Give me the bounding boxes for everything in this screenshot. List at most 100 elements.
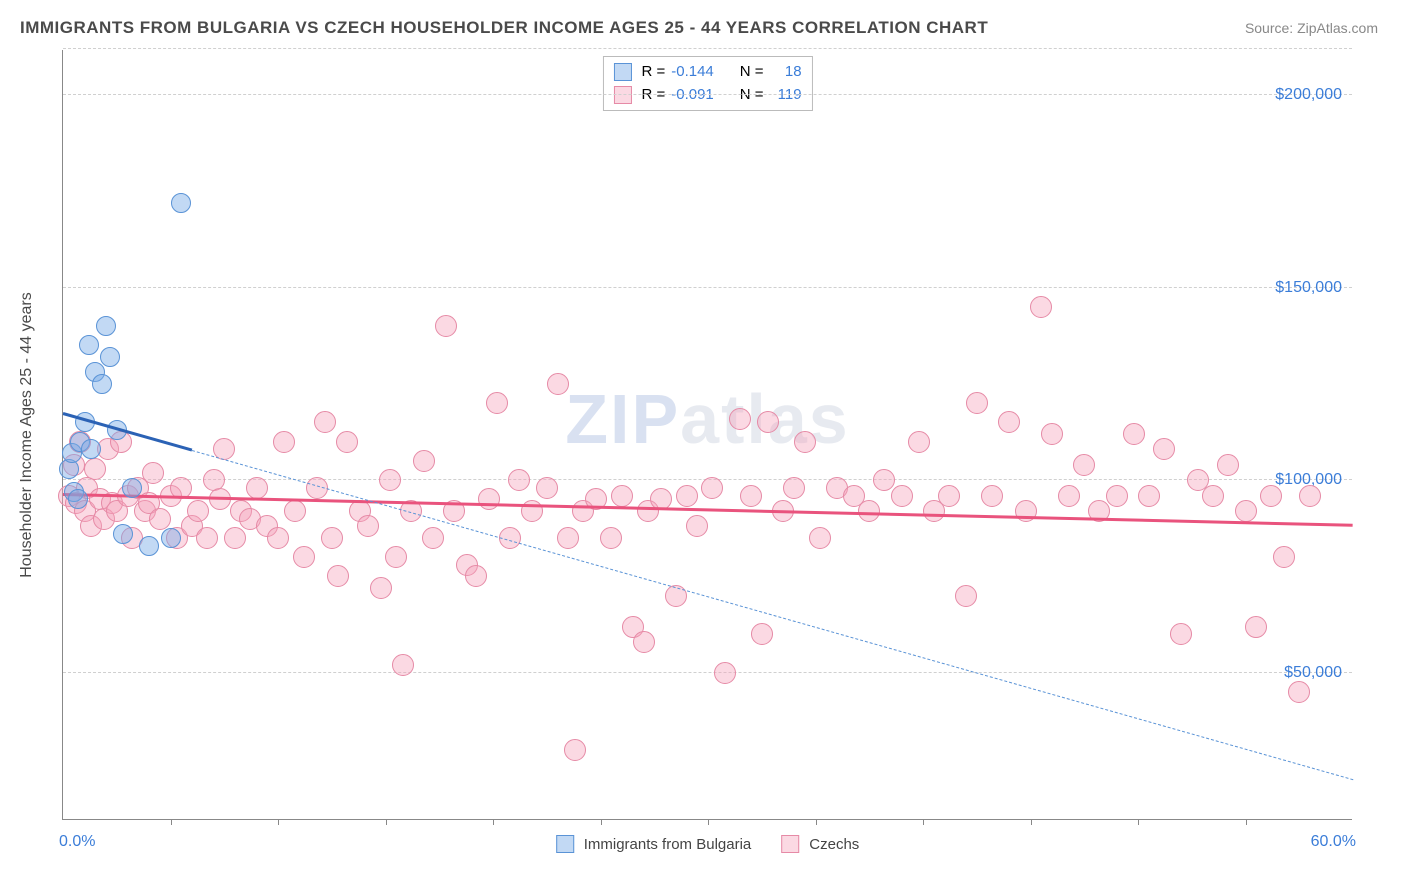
stat-n-label: N = [740, 61, 764, 84]
trend-line-dashed [192, 450, 1353, 780]
scatter-point [486, 392, 508, 414]
legend-label: Czechs [809, 836, 859, 853]
scatter-point [357, 515, 379, 537]
legend-item: Czechs [781, 835, 859, 853]
scatter-point [1058, 485, 1080, 507]
legend-swatch [613, 63, 631, 81]
x-tick [1031, 819, 1032, 825]
scatter-point [413, 450, 435, 472]
scatter-point [1170, 623, 1192, 645]
legend-item: Immigrants from Bulgaria [556, 835, 752, 853]
y-tick-label: $200,000 [1275, 86, 1342, 104]
scatter-point [751, 623, 773, 645]
gridline [63, 94, 1352, 95]
scatter-point [998, 411, 1020, 433]
scatter-point [314, 411, 336, 433]
scatter-point [161, 528, 181, 548]
scatter-point [536, 477, 558, 499]
scatter-point [966, 392, 988, 414]
scatter-point [1106, 485, 1128, 507]
scatter-point [955, 585, 977, 607]
scatter-point [564, 739, 586, 761]
scatter-point [729, 408, 751, 430]
scatter-point [1073, 454, 1095, 476]
scatter-point [79, 335, 99, 355]
gridline [63, 48, 1352, 49]
scatter-point [68, 489, 88, 509]
plot-area: ZIPatlas Householder Income Ages 25 - 44… [62, 50, 1352, 820]
scatter-point [284, 500, 306, 522]
gridline [63, 287, 1352, 288]
scatter-point [938, 485, 960, 507]
scatter-point [81, 439, 101, 459]
scatter-point [370, 577, 392, 599]
scatter-point [224, 527, 246, 549]
x-tick [493, 819, 494, 825]
source-label: Source: ZipAtlas.com [1245, 20, 1378, 36]
scatter-point [600, 527, 622, 549]
scatter-point [1123, 423, 1145, 445]
scatter-point [1153, 438, 1175, 460]
scatter-point [908, 431, 930, 453]
scatter-point [196, 527, 218, 549]
x-tick [601, 819, 602, 825]
x-tick [1246, 819, 1247, 825]
scatter-point [465, 565, 487, 587]
x-tick [923, 819, 924, 825]
scatter-point [1260, 485, 1282, 507]
stats-legend: R = -0.144N = 18R = -0.091N = 119 [602, 56, 812, 111]
scatter-point [891, 485, 913, 507]
scatter-point [187, 500, 209, 522]
legend-label: Immigrants from Bulgaria [584, 836, 752, 853]
scatter-point [435, 315, 457, 337]
scatter-point [701, 477, 723, 499]
scatter-point [794, 431, 816, 453]
scatter-point [740, 485, 762, 507]
scatter-point [149, 508, 171, 530]
chart-title: IMMIGRANTS FROM BULGARIA VS CZECH HOUSEH… [20, 18, 988, 38]
scatter-point [611, 485, 633, 507]
scatter-point [547, 373, 569, 395]
x-tick [171, 819, 172, 825]
scatter-point [557, 527, 579, 549]
scatter-point [686, 515, 708, 537]
scatter-point [100, 347, 120, 367]
x-tick [386, 819, 387, 825]
x-tick [1138, 819, 1139, 825]
scatter-point [1217, 454, 1239, 476]
stats-legend-row: R = -0.144 N = 18 [613, 61, 801, 84]
scatter-point [676, 485, 698, 507]
x-tick [278, 819, 279, 825]
scatter-point [1138, 485, 1160, 507]
scatter-point [171, 193, 191, 213]
scatter-point [783, 477, 805, 499]
scatter-point [1030, 296, 1052, 318]
scatter-point [809, 527, 831, 549]
scatter-point [508, 469, 530, 491]
scatter-point [1299, 485, 1321, 507]
scatter-point [246, 477, 268, 499]
stat-r-value: -0.144 [671, 61, 714, 84]
scatter-point [981, 485, 1003, 507]
x-axis-min-label: 0.0% [59, 833, 95, 851]
gridline [63, 672, 1352, 673]
series-legend: Immigrants from Bulgaria Czechs [556, 835, 860, 853]
scatter-point [757, 411, 779, 433]
scatter-point [113, 524, 133, 544]
scatter-point [478, 488, 500, 510]
y-axis-title: Householder Income Ages 25 - 44 years [18, 292, 36, 578]
scatter-point [385, 546, 407, 568]
scatter-point [139, 536, 159, 556]
scatter-point [1202, 485, 1224, 507]
scatter-point [321, 527, 343, 549]
stat-r-label: R = [641, 61, 665, 84]
scatter-point [858, 500, 880, 522]
scatter-point [293, 546, 315, 568]
scatter-point [1245, 616, 1267, 638]
stat-n-value: 18 [770, 61, 802, 84]
scatter-point [122, 478, 142, 498]
scatter-point [142, 462, 164, 484]
x-axis-max-label: 60.0% [1311, 833, 1356, 851]
scatter-point [714, 662, 736, 684]
scatter-point [379, 469, 401, 491]
